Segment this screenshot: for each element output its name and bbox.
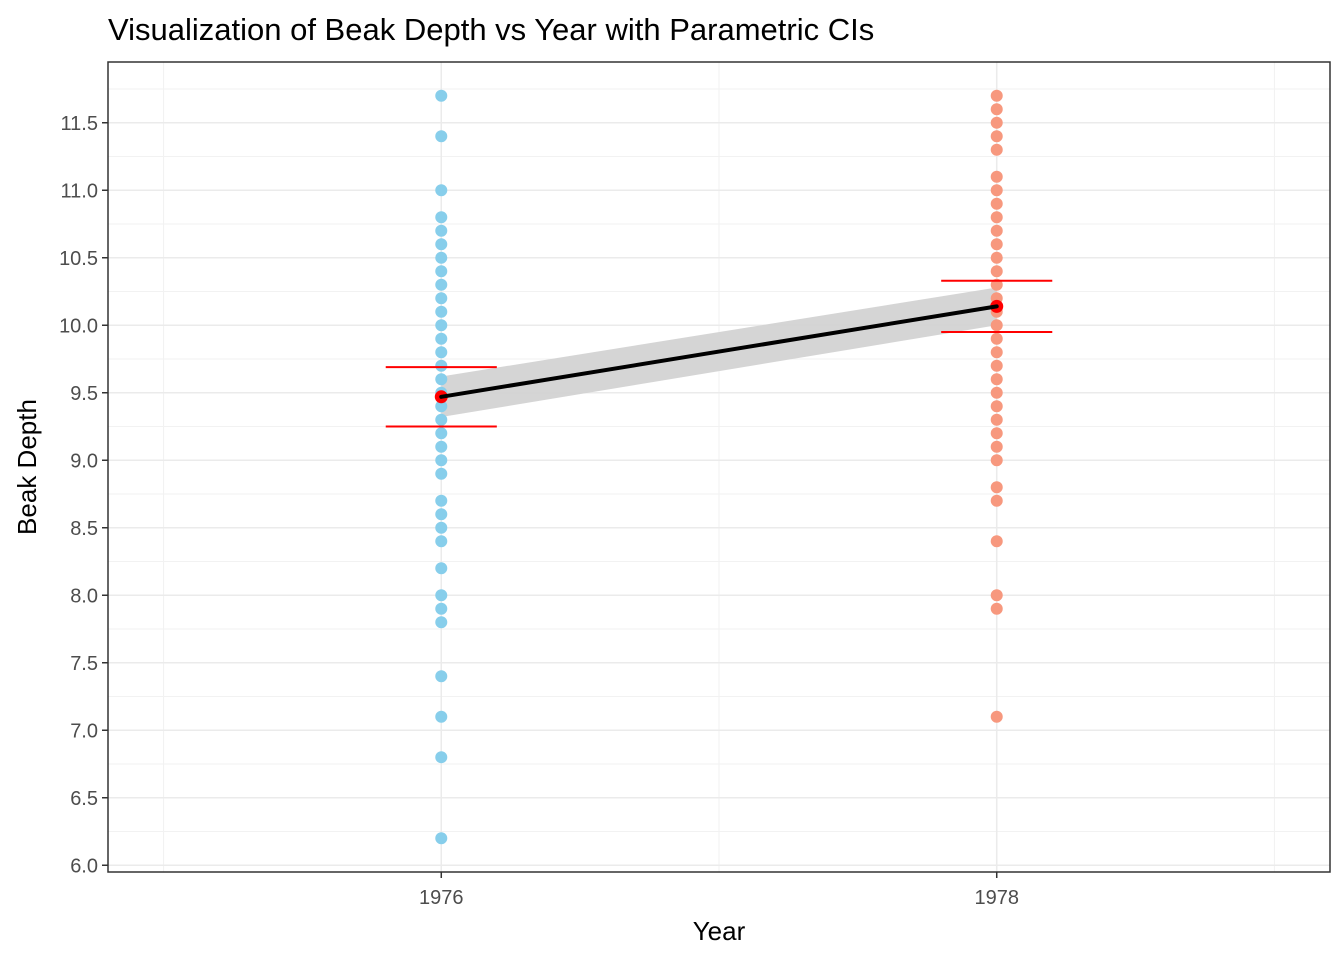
data-point	[990, 454, 1003, 467]
y-tick-label: 9.0	[70, 450, 98, 472]
data-point	[990, 332, 1003, 345]
data-point	[435, 89, 448, 102]
data-point	[990, 710, 1003, 723]
data-point	[435, 427, 448, 440]
data-point	[435, 508, 448, 521]
x-axis-label: Year	[693, 916, 746, 946]
data-point	[990, 413, 1003, 426]
x-tick-label: 1976	[419, 887, 464, 909]
y-tick-label: 6.5	[70, 788, 98, 810]
y-tick-label: 8.5	[70, 518, 98, 540]
grid-minor	[108, 62, 1330, 872]
data-point	[990, 589, 1003, 602]
y-tick-label: 11.5	[61, 113, 98, 135]
data-point	[990, 494, 1003, 507]
data-point	[435, 359, 448, 372]
data-point	[990, 440, 1003, 453]
data-point	[435, 521, 448, 534]
data-point	[435, 454, 448, 467]
data-point	[435, 589, 448, 602]
data-point	[435, 494, 448, 507]
data-point	[435, 400, 448, 413]
data-point	[990, 319, 1003, 332]
data-point	[990, 103, 1003, 116]
data-point	[990, 373, 1003, 386]
data-point	[990, 386, 1003, 399]
data-point	[435, 751, 448, 764]
data-point	[435, 616, 448, 629]
data-point	[990, 224, 1003, 237]
data-point	[435, 373, 448, 386]
data-point	[435, 251, 448, 264]
y-tick-label: 8.0	[70, 585, 98, 607]
data-point	[990, 400, 1003, 413]
data-point	[435, 319, 448, 332]
y-tick-label: 11.0	[61, 180, 98, 202]
regression-line	[439, 304, 999, 399]
data-point	[435, 832, 448, 845]
data-point	[435, 670, 448, 683]
data-point	[435, 346, 448, 359]
data-point	[990, 197, 1003, 210]
data-point	[435, 332, 448, 345]
regression-line-segment	[439, 304, 999, 399]
data-point	[435, 238, 448, 251]
data-point	[990, 170, 1003, 183]
data-point	[435, 211, 448, 224]
plot-border	[107, 61, 1331, 873]
data-point	[435, 184, 448, 197]
data-point	[990, 265, 1003, 278]
data-point	[990, 116, 1003, 129]
data-point	[990, 251, 1003, 264]
y-tick-label: 7.5	[70, 653, 98, 675]
data-point	[435, 265, 448, 278]
data-point	[990, 89, 1003, 102]
data-point	[990, 481, 1003, 494]
data-point	[990, 427, 1003, 440]
data-point	[990, 143, 1003, 156]
data-point	[990, 130, 1003, 143]
data-point	[435, 305, 448, 318]
data-point	[435, 130, 448, 143]
data-point	[990, 359, 1003, 372]
data-point	[990, 535, 1003, 548]
data-point	[435, 224, 448, 237]
data-point	[435, 413, 448, 426]
y-tick-label: 7.0	[70, 720, 98, 742]
data-point	[990, 211, 1003, 224]
mean-confidence-intervals	[385, 279, 1053, 428]
y-tick-label: 10.0	[59, 315, 98, 337]
data-point	[990, 238, 1003, 251]
y-tick-label: 10.5	[59, 248, 98, 270]
data-point	[435, 292, 448, 305]
data-point	[435, 602, 448, 615]
data-point	[990, 184, 1003, 197]
chart-title: Visualization of Beak Depth vs Year with…	[108, 12, 874, 47]
grid-major	[108, 62, 1330, 872]
y-tick-label: 9.5	[70, 383, 98, 405]
data-point	[435, 562, 448, 575]
y-axis-ticks: 6.0 6.5 7.0 7.5 8.0 8.5 9.0 9.5 10.0 10.5 11.0 11.5	[59, 113, 108, 877]
data-point	[990, 346, 1003, 359]
x-tick-label: 1978	[974, 887, 1019, 909]
data-point	[435, 440, 448, 453]
data-point	[435, 278, 448, 291]
data-point	[990, 278, 1003, 291]
y-tick-label: 6.0	[70, 855, 98, 877]
data-point	[435, 535, 448, 548]
data-point	[435, 467, 448, 480]
y-axis-label: Beak Depth	[12, 399, 42, 535]
data-point	[990, 602, 1003, 615]
data-point	[435, 710, 448, 723]
x-axis-ticks: 1976 1978	[419, 872, 1019, 909]
